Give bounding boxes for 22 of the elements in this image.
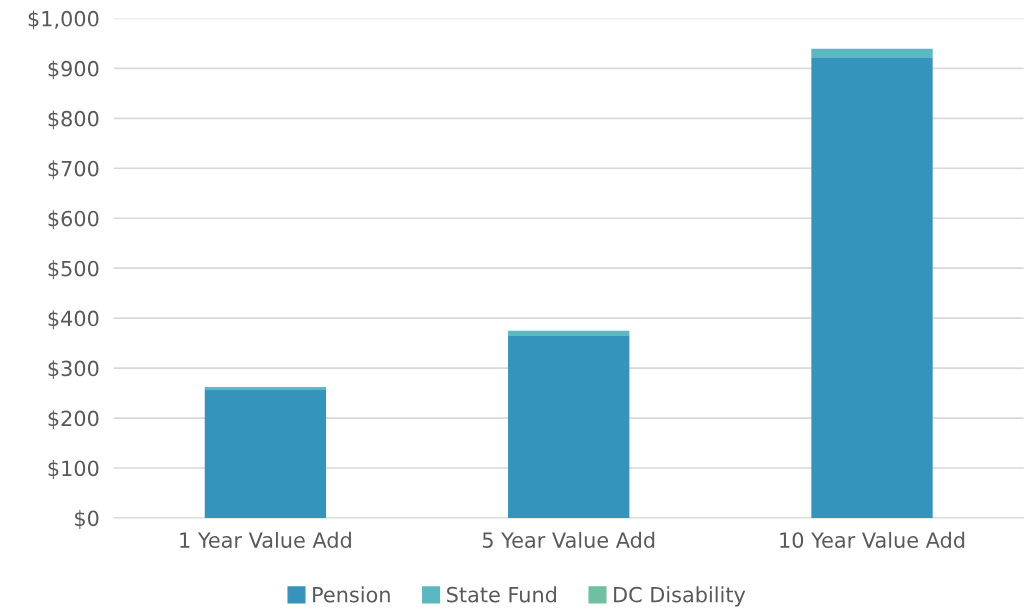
y-tick-label: $400 [48, 310, 99, 330]
y-tick-label: $600 [48, 210, 99, 230]
x-tick-label: 1 Year Value Add [180, 531, 351, 548]
bar [204, 387, 327, 391]
y-tick-label: $200 [48, 410, 99, 430]
bar [811, 48, 933, 58]
bar [508, 335, 630, 518]
bar [811, 57, 933, 518]
y-tick-label: $800 [48, 110, 99, 130]
legend-label: Pension [313, 586, 390, 603]
y-tick-label: $500 [48, 260, 99, 280]
y-tick-label: $1,000 [28, 10, 99, 30]
y-tick-label: $900 [48, 60, 99, 80]
x-tick-label: 5 Year Value Add [482, 531, 655, 548]
x-tick-label: 10 Year Value Add [780, 531, 965, 548]
bar [204, 390, 327, 518]
legend-label: State Fund [447, 586, 557, 603]
y-tick-label: $700 [48, 160, 99, 180]
y-tick-label: $100 [48, 460, 99, 479]
y-tick-label: $300 [48, 360, 99, 380]
y-tick-label: $0 [75, 510, 99, 529]
legend-label: DC Disability [614, 586, 746, 607]
